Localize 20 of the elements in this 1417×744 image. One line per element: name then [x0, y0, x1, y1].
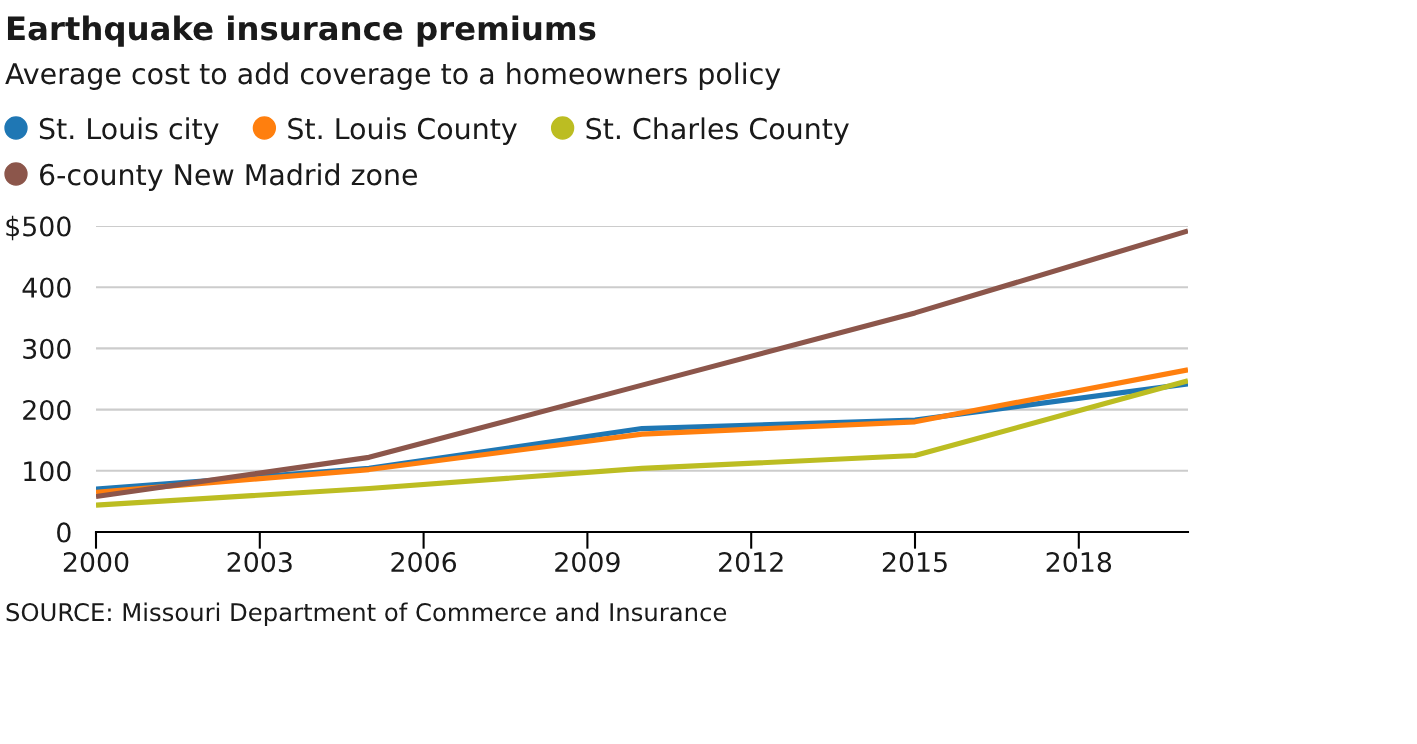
- y-tick-label: 200: [23, 399, 71, 421]
- x-tick-label: 2003: [227, 551, 292, 573]
- x-tick-label: 2015: [882, 551, 947, 573]
- x-tick-label: 2012: [719, 551, 783, 573]
- x-tick-label: 2000: [63, 551, 129, 573]
- x-tick-label: 2018: [1046, 551, 1112, 573]
- source-note: SOURCE: Missouri Department of Commerce and Insurance: [6, 602, 727, 627]
- y-tick-label: 400: [22, 277, 71, 298]
- y-tick-label: 300: [23, 338, 71, 359]
- x-tick-label: 2009: [555, 551, 620, 573]
- legend-label: 6-county New Madrid zone: [39, 163, 418, 191]
- chart-subtitle: Average cost to add coverage to a homeowners policy: [5, 62, 781, 90]
- chart-title: Earthquake insurance premiums: [7, 15, 596, 47]
- legend-label: St. Charles County: [586, 117, 849, 145]
- y-tick-label: $500: [6, 215, 71, 241]
- y-tick-label: 100: [24, 461, 71, 482]
- legend-label: St. Louis city: [39, 117, 219, 145]
- legend-label: St. Louis County: [288, 117, 517, 145]
- x-tick-label: 2006: [391, 551, 457, 573]
- y-tick-label: 0: [57, 522, 71, 543]
